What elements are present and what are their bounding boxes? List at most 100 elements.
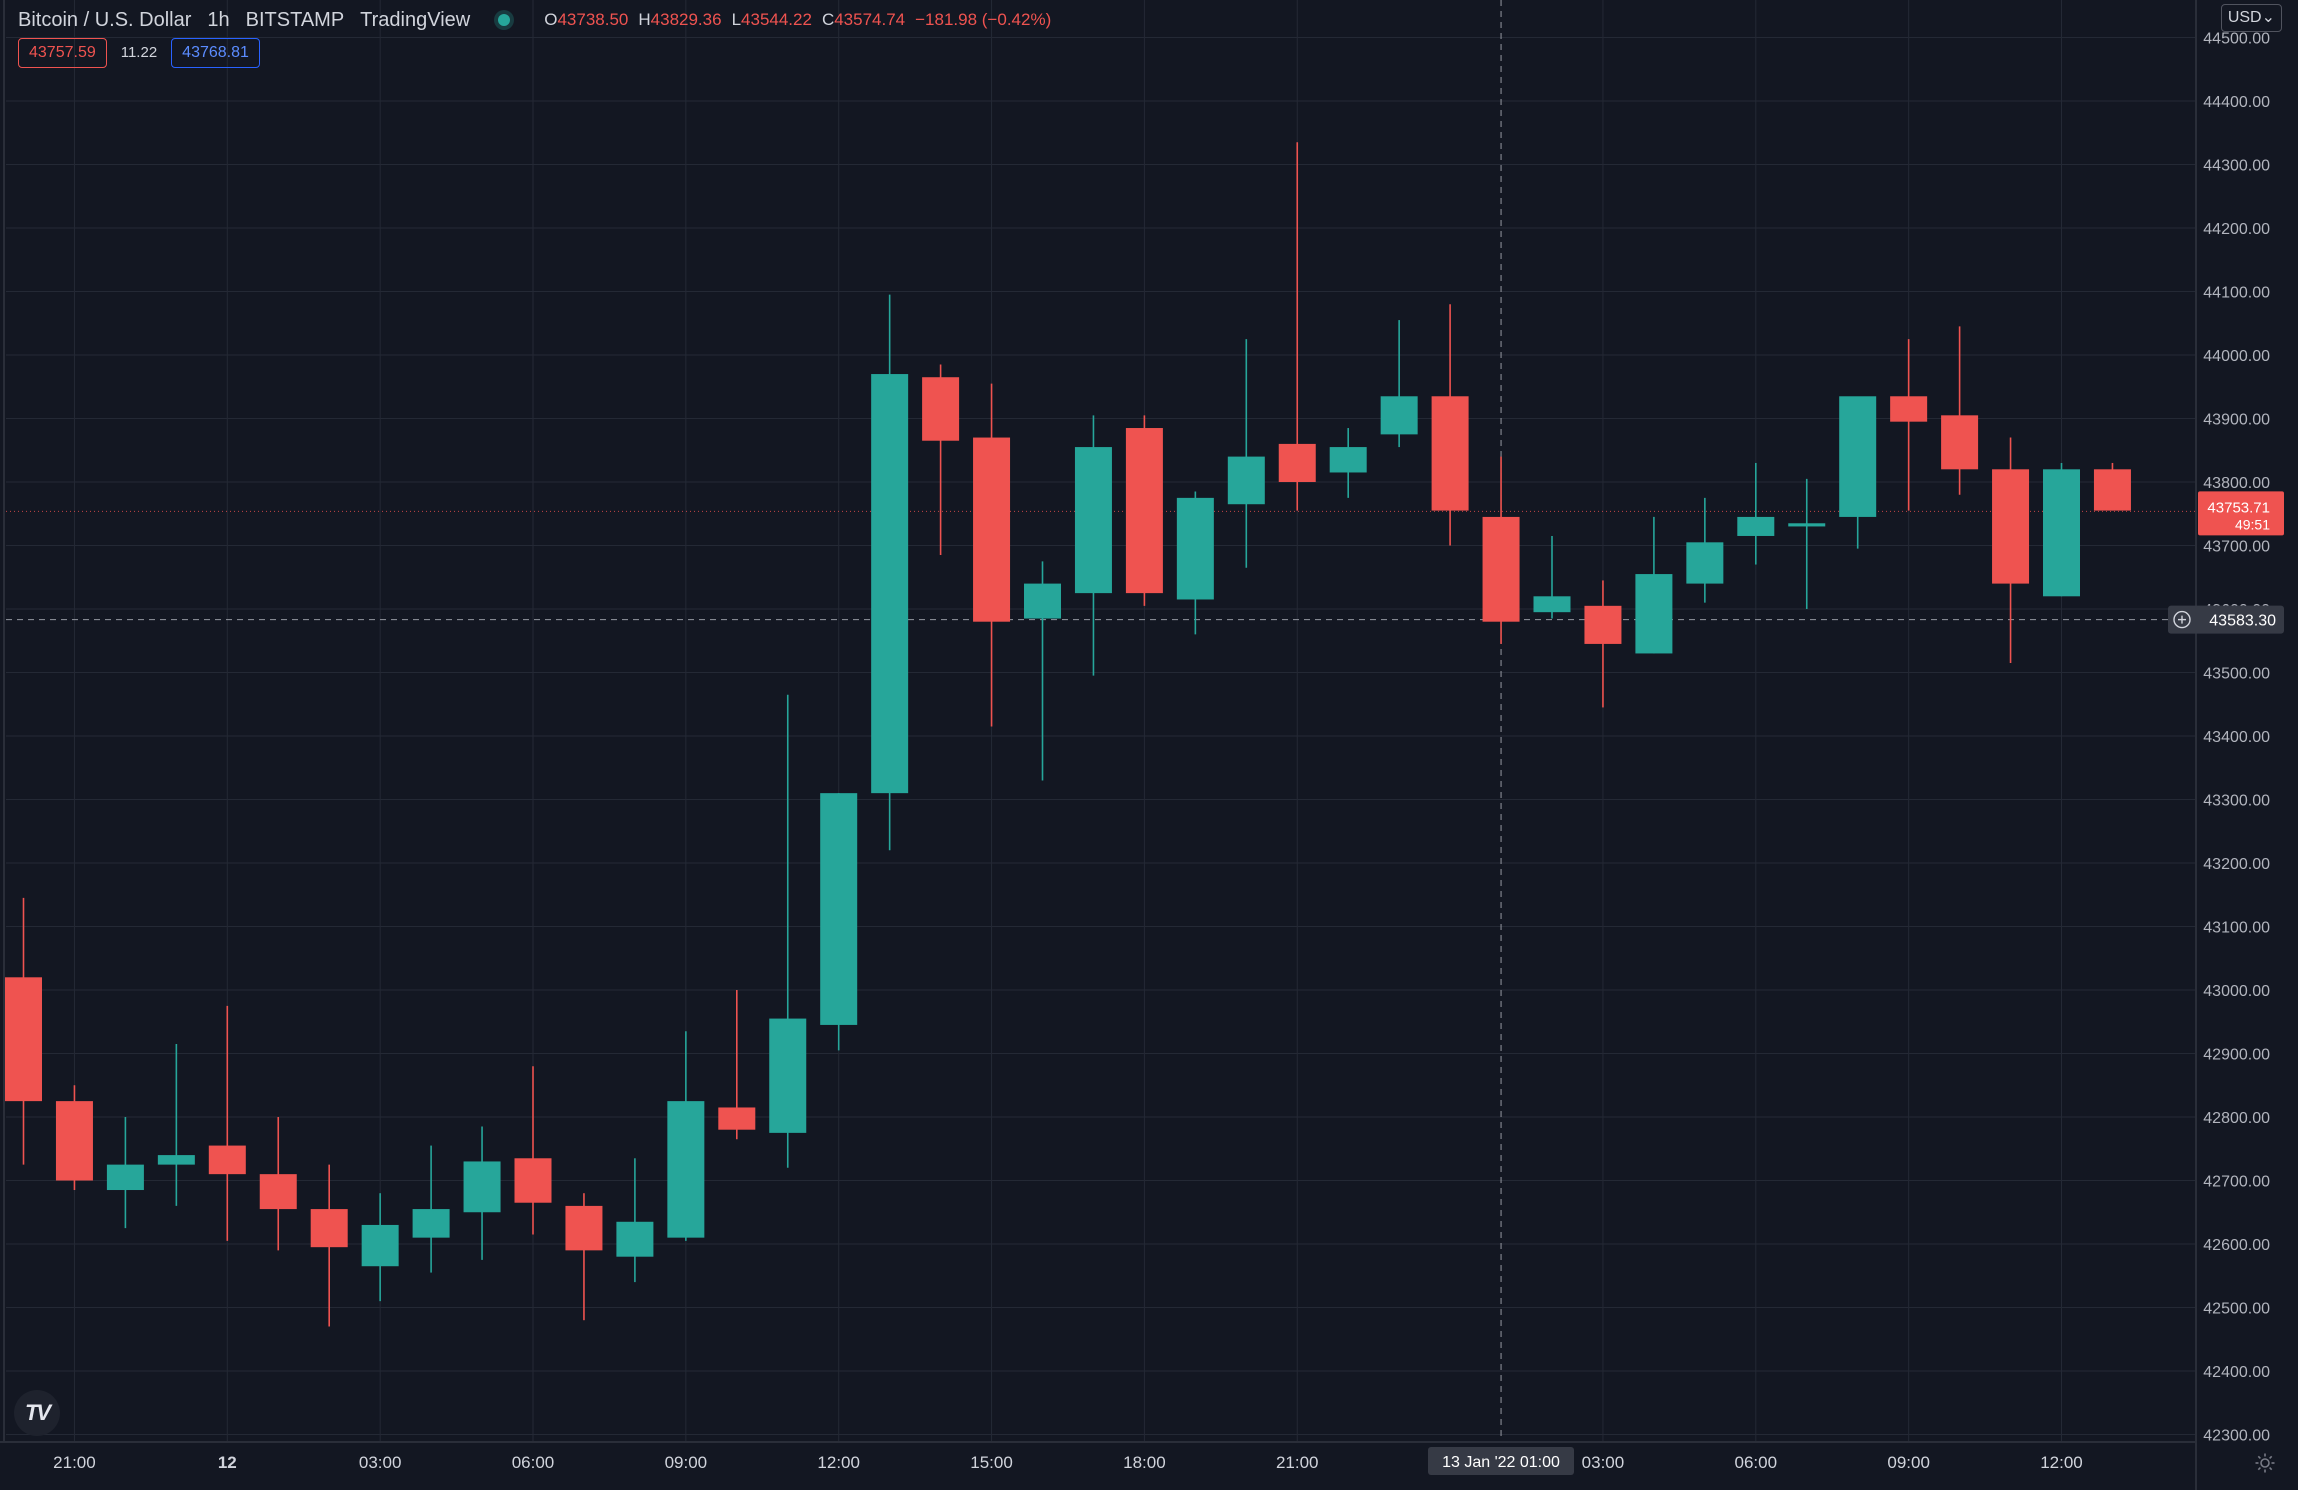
candle <box>1125 415 1163 606</box>
x-tick-label: 09:00 <box>1887 1453 1930 1472</box>
y-tick-label: 43100.00 <box>2203 920 2270 937</box>
candle-body <box>1839 396 1877 517</box>
candle <box>1329 428 1367 498</box>
candle <box>55 1085 93 1191</box>
candle <box>361 1193 399 1302</box>
high-label: H <box>638 10 651 29</box>
low-label: L <box>731 10 742 29</box>
crosshair-price-value: 43583.30 <box>2209 613 2276 630</box>
candle <box>1737 462 1775 565</box>
candle-body <box>1024 583 1061 619</box>
x-tick-label: 12:00 <box>2040 1453 2083 1472</box>
candle-body <box>5 977 42 1102</box>
candle <box>1176 491 1214 635</box>
y-tick-label: 43900.00 <box>2203 412 2270 429</box>
y-tick-label: 43000.00 <box>2203 983 2270 1000</box>
candle-body <box>769 1018 807 1133</box>
currency-button[interactable]: USD⌄ <box>2220 4 2282 32</box>
y-tick-label: 44400.00 <box>2203 94 2270 111</box>
y-tick-label: 43200.00 <box>2203 856 2270 873</box>
chart-grid <box>6 0 2196 1442</box>
candle-body <box>565 1205 603 1251</box>
change-value: −181.98 (−0.42%) <box>915 10 1052 29</box>
candle-body <box>1176 497 1214 600</box>
candle-body <box>1125 428 1163 594</box>
sell-price-button[interactable]: 43757.59 <box>18 38 107 68</box>
candle <box>718 990 756 1140</box>
candle-body <box>1482 516 1520 622</box>
candle <box>463 1126 501 1260</box>
candle <box>1431 304 1469 546</box>
candle <box>973 383 1011 727</box>
last-price-value: 43753.71 <box>2207 499 2270 516</box>
x-tick-label: 15:00 <box>970 1453 1013 1472</box>
candle-body <box>412 1209 450 1238</box>
candle-body <box>1533 596 1571 613</box>
y-tick-label: 42900.00 <box>2203 1047 2270 1064</box>
candle <box>667 1031 705 1241</box>
candle-body <box>871 374 909 794</box>
candle <box>5 897 42 1165</box>
candle-body <box>1635 574 1673 654</box>
candle <box>1533 535 1571 619</box>
crosshair-price-label: 43583.30 <box>2168 605 2284 634</box>
ohlc-values: O43738.50 H43829.36 L43544.22 C43574.74 … <box>544 10 1051 30</box>
candle <box>922 364 960 556</box>
candle <box>1686 497 1724 603</box>
quote-pills: 43757.59 11.22 43768.81 <box>18 38 260 68</box>
candle <box>106 1117 144 1229</box>
spread-value: 11.22 <box>120 44 158 61</box>
axis-labels: 42300.00 42400.00 42500.00 42600.00 42700.00… <box>53 31 2284 1475</box>
interval-label[interactable]: 1h <box>207 8 230 31</box>
crosshair-price-badge <box>2168 605 2284 634</box>
candle <box>1024 561 1061 781</box>
candle <box>1941 326 1979 495</box>
candle-body <box>157 1155 195 1165</box>
candle <box>1839 396 1877 549</box>
candle <box>259 1117 297 1251</box>
x-tick-label: 12 <box>218 1453 237 1472</box>
candle-body <box>1278 443 1316 482</box>
candle-body <box>361 1224 399 1267</box>
candle-body <box>2093 469 2131 511</box>
close-label: C <box>821 10 835 29</box>
candle <box>157 1043 195 1206</box>
candle <box>2043 462 2080 597</box>
candle-body <box>1788 523 1826 527</box>
candle-body <box>1074 447 1112 594</box>
gear-icon[interactable] <box>2252 1450 2278 1476</box>
candle-body <box>310 1209 348 1248</box>
candle-body <box>616 1221 654 1257</box>
candle <box>1278 142 1316 511</box>
candle <box>1635 516 1673 654</box>
candle <box>1992 437 2030 663</box>
y-tick-label: 43400.00 <box>2203 729 2270 746</box>
candle-body <box>667 1101 705 1238</box>
candle-body <box>1992 469 2030 584</box>
candle-body <box>1329 447 1367 473</box>
candle <box>565 1193 603 1321</box>
x-tick-label: 06:00 <box>512 1453 555 1472</box>
x-tick-label: 03:00 <box>1582 1453 1625 1472</box>
candle-body <box>820 793 858 1025</box>
candle-body <box>718 1107 756 1130</box>
x-tick-label: 18:00 <box>1123 1453 1166 1472</box>
plus-circle-icon <box>2173 610 2191 629</box>
candle-body <box>1380 396 1418 435</box>
candle-body <box>514 1158 552 1203</box>
symbol-name[interactable]: Bitcoin / U.S. Dollar <box>18 8 192 31</box>
price-lines <box>6 0 2196 1442</box>
x-tick-label: 09:00 <box>665 1453 708 1472</box>
candle <box>1584 580 1622 708</box>
candle <box>1380 320 1418 448</box>
candle <box>820 793 858 1051</box>
y-tick-label: 43800.00 <box>2203 475 2270 492</box>
y-tick-label: 44200.00 <box>2203 221 2270 238</box>
tradingview-logo-icon[interactable]: TV <box>14 1390 60 1436</box>
y-tick-label: 44100.00 <box>2203 285 2270 302</box>
buy-price-button[interactable]: 43768.81 <box>171 38 260 68</box>
candle-body <box>2043 469 2080 597</box>
x-tick-label: 03:00 <box>359 1453 402 1472</box>
candle <box>514 1066 552 1235</box>
